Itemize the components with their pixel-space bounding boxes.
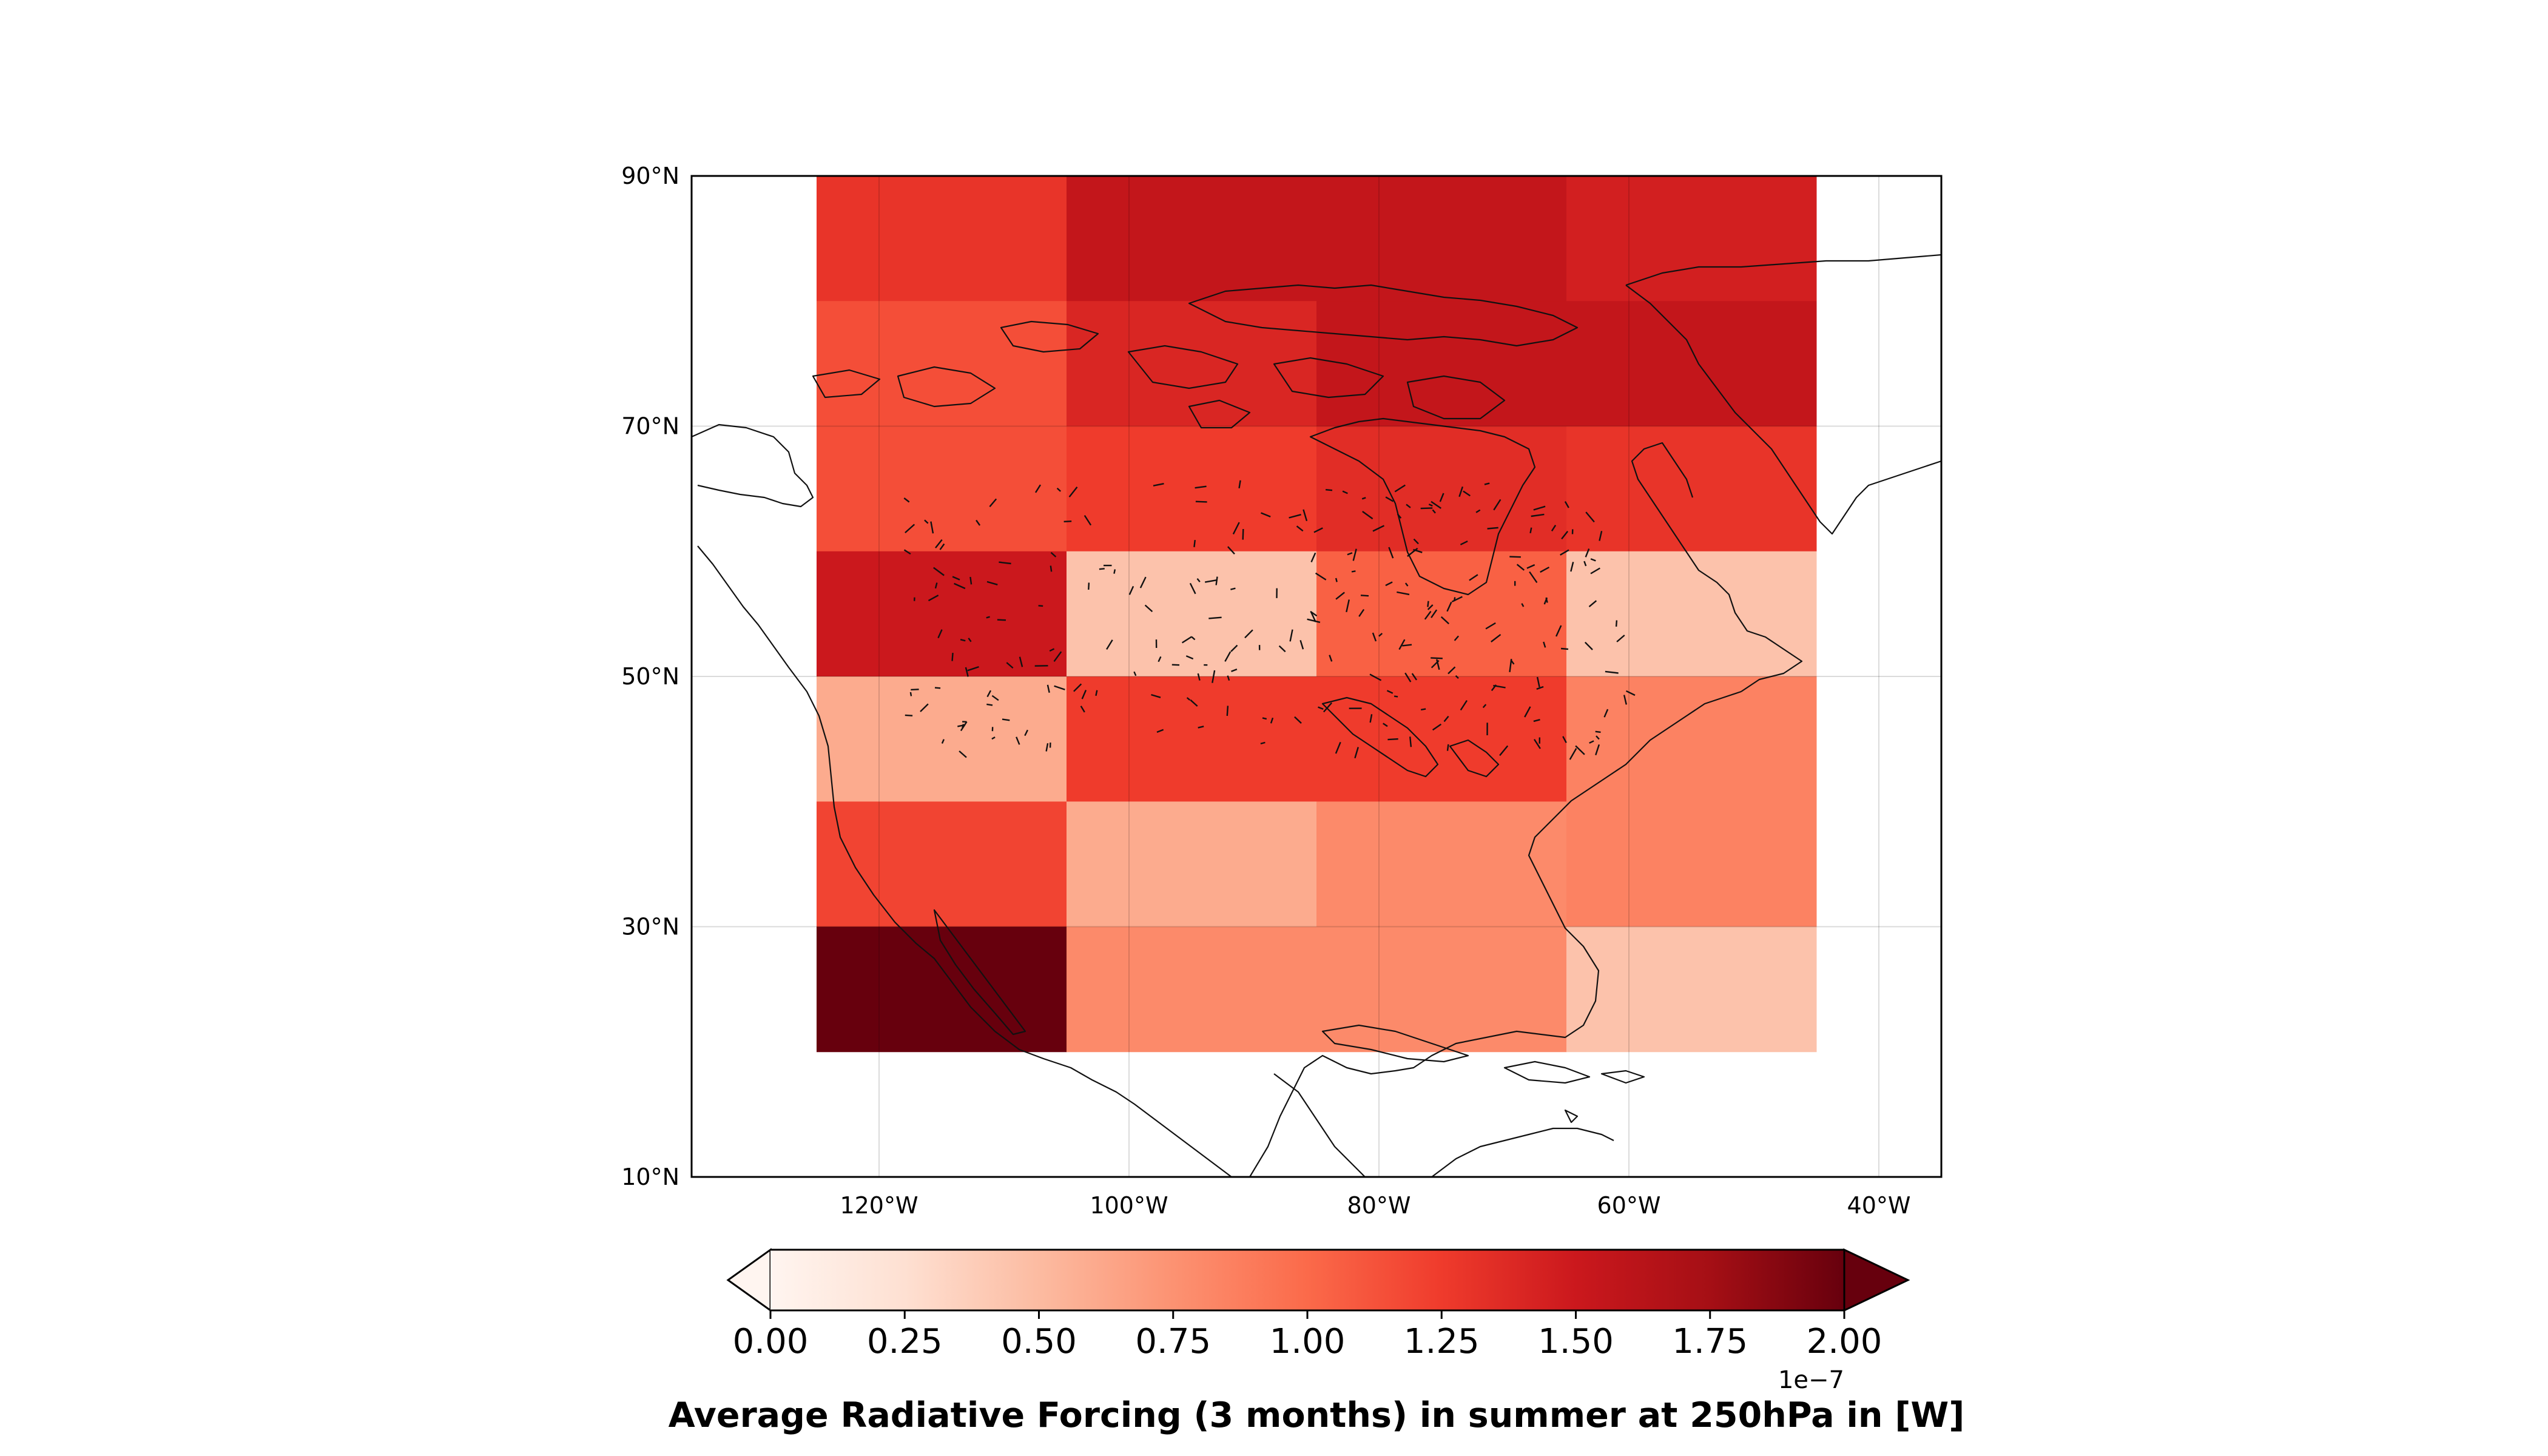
lake-stroke xyxy=(1099,568,1105,569)
colorbar-tick-label: 1.25 xyxy=(1404,1322,1480,1361)
forcing-cell-23 xyxy=(1566,927,1817,1053)
lake-stroke xyxy=(986,704,993,706)
forcing-cell-13 xyxy=(1566,551,1817,677)
lake-stroke xyxy=(905,715,912,716)
lake-stroke xyxy=(1208,618,1221,619)
colorbar-gradient xyxy=(770,1250,1844,1310)
forcing-cell-0 xyxy=(817,176,1067,302)
forcing-cell-21 xyxy=(817,927,1067,1053)
lake-stroke xyxy=(1421,709,1426,710)
forcing-cell-6 xyxy=(817,426,1067,552)
longitude-tick-label: 80°W xyxy=(1347,1192,1411,1219)
colorbar-multiplier: 1e−7 xyxy=(1778,1366,1844,1394)
forcing-cell-9 xyxy=(1566,426,1817,552)
forcing-cell-5 xyxy=(1316,301,1817,426)
colorbar-ticks: 0.00 0.25 0.50 0.75 1.00 1.25 1.50 1.75 2.00 xyxy=(733,1310,1882,1361)
lake-stroke xyxy=(1088,582,1089,590)
lake-stroke xyxy=(1410,736,1411,747)
forcing-cell-8 xyxy=(1316,426,1567,552)
lake-stroke xyxy=(1262,718,1267,719)
lake-stroke xyxy=(935,688,940,689)
lake-stroke xyxy=(997,620,1006,621)
map-area xyxy=(692,176,1941,1177)
latitude-tick-label: 10°N xyxy=(621,1164,679,1190)
lake-stroke xyxy=(986,617,990,618)
forcing-cell-15 xyxy=(1067,676,1567,802)
lake-stroke xyxy=(911,689,918,690)
lake-stroke xyxy=(1002,720,1009,721)
forcing-cell-22 xyxy=(1067,927,1567,1053)
lake-stroke xyxy=(952,653,953,661)
lake-stroke xyxy=(1172,665,1179,666)
longitude-tick-label: 60°W xyxy=(1597,1192,1661,1219)
colorbar-label: Average Radiative Forcing (3 months) in … xyxy=(669,1395,1965,1435)
forcing-grid-cells xyxy=(817,176,1817,1052)
forcing-cell-1 xyxy=(1067,176,1567,302)
colorbar-tick-label: 0.00 xyxy=(733,1322,809,1361)
forcing-cell-3 xyxy=(817,301,1067,426)
lake-stroke xyxy=(1243,529,1244,540)
lake-stroke xyxy=(1039,605,1043,606)
latitude-tick-label: 30°N xyxy=(621,914,679,940)
latitude-tick-label: 70°N xyxy=(621,413,679,440)
lake-stroke xyxy=(1509,557,1521,558)
lake-stroke xyxy=(1336,578,1337,582)
latitude-tick-label: 50°N xyxy=(621,663,679,690)
lake-stroke xyxy=(1064,521,1072,522)
lake-stroke xyxy=(1361,595,1369,596)
forcing-cell-16 xyxy=(1566,676,1817,802)
lake-stroke xyxy=(1114,570,1115,574)
longitude-tick-label: 120°W xyxy=(840,1192,918,1219)
lake-stroke xyxy=(1402,645,1412,646)
lake-stroke xyxy=(1394,696,1398,697)
lake-stroke xyxy=(1427,601,1428,607)
lake-stroke xyxy=(970,577,971,584)
lake-stroke xyxy=(1616,621,1617,627)
forcing-cell-2 xyxy=(1566,176,1817,302)
colorbar-tick-label: 2.00 xyxy=(1807,1322,1882,1361)
colorbar-tick-label: 0.25 xyxy=(867,1322,943,1361)
longitude-tick-label: 40°W xyxy=(1847,1192,1911,1219)
colorbar-tick-label: 1.50 xyxy=(1538,1322,1614,1361)
forcing-cell-19 xyxy=(1316,801,1567,927)
colorbar-tick-label: 0.50 xyxy=(1001,1322,1077,1361)
colorbar-tick-label: 1.00 xyxy=(1270,1322,1346,1361)
longitude-tick-label: 100°W xyxy=(1090,1192,1168,1219)
forcing-cell-14 xyxy=(817,676,1067,802)
forcing-cell-18 xyxy=(1067,801,1317,927)
lake-stroke xyxy=(1387,739,1398,740)
forcing-cell-10 xyxy=(817,551,1067,677)
forcing-cell-20 xyxy=(1566,801,1817,927)
lake-stroke xyxy=(1227,706,1228,716)
latitude-tick-label: 90°N xyxy=(621,163,679,189)
lake-stroke xyxy=(1194,540,1195,547)
colorbar-tick-label: 1.75 xyxy=(1672,1322,1748,1361)
lake-stroke xyxy=(1488,528,1498,529)
forcing-cell-7 xyxy=(1067,426,1317,552)
colorbar-tick-label: 0.75 xyxy=(1135,1322,1211,1361)
